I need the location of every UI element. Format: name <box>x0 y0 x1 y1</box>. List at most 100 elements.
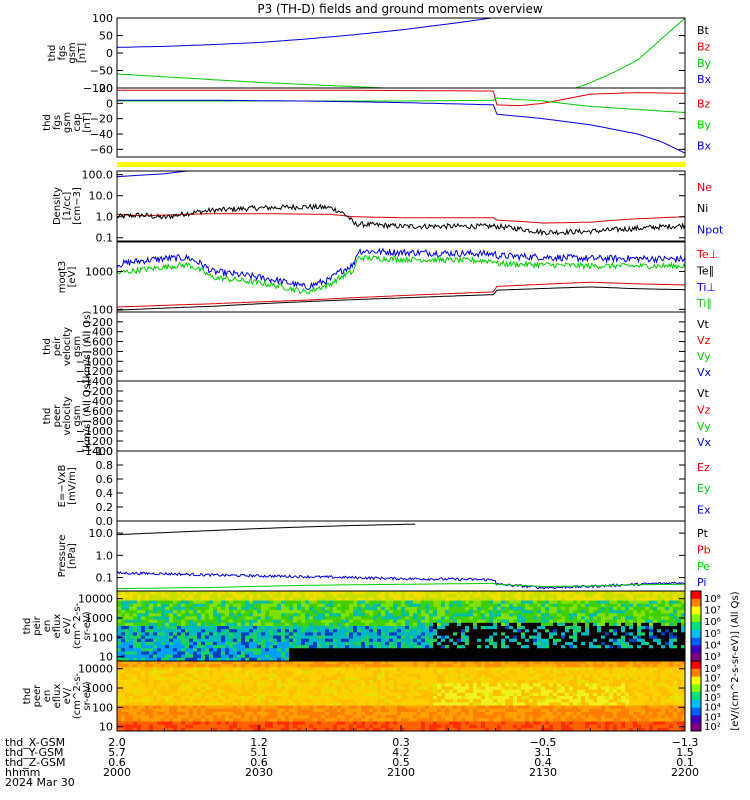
heatmap-cell <box>477 635 482 640</box>
heatmap-cell <box>261 613 266 618</box>
y-tick-label: 10.0 <box>89 527 114 540</box>
heatmap-cell <box>629 654 634 659</box>
heatmap-cell <box>469 645 474 649</box>
heatmap-cell <box>117 651 122 656</box>
heatmap-cell <box>225 657 230 661</box>
heatmap-cell <box>261 603 266 608</box>
heatmap-cell <box>233 648 238 653</box>
heatmap-cell <box>305 715 310 719</box>
heatmap-cell <box>145 699 150 703</box>
y-tick-label: 0.1 <box>96 232 114 245</box>
heatmap-cell <box>473 610 478 614</box>
heatmap-cell <box>441 600 446 605</box>
heatmap-cell <box>309 654 314 659</box>
heatmap-cell <box>381 594 386 598</box>
heatmap-cell <box>349 641 354 646</box>
y-axis-label: thd <box>42 408 53 425</box>
heatmap-cell <box>241 711 246 716</box>
heatmap-cell <box>161 718 166 723</box>
heatmap-cell <box>269 689 274 694</box>
heatmap-cell <box>137 603 142 608</box>
heatmap-cell <box>641 648 646 653</box>
heatmap-cell <box>625 591 630 595</box>
heatmap-cell <box>165 629 170 633</box>
heatmap-cell <box>149 683 154 688</box>
heatmap-cell <box>457 638 462 643</box>
heatmap-cell <box>345 683 350 688</box>
heatmap-cells <box>117 591 685 661</box>
y-tick-label: −50 <box>90 65 113 78</box>
heatmap-cell <box>285 654 290 659</box>
heatmap-cell <box>161 711 166 716</box>
heatmap-cell <box>133 619 138 624</box>
heatmap-cell <box>277 648 282 653</box>
heatmap-cell <box>345 635 350 640</box>
heatmap-cell <box>565 657 570 661</box>
heatmap-cell <box>313 638 318 643</box>
heatmap-cell <box>193 641 198 646</box>
heatmap-cell <box>353 664 358 668</box>
heatmap-cell <box>565 616 570 621</box>
heatmap-cell <box>609 641 614 646</box>
heatmap-cell <box>657 610 662 614</box>
heatmap-cell <box>669 645 674 649</box>
heatmap-cell <box>665 591 670 595</box>
heatmap-cell <box>681 619 685 624</box>
heatmap-cell <box>361 689 366 694</box>
heatmap-cell <box>565 603 570 608</box>
heatmap-cell <box>553 619 558 624</box>
heatmap-cell <box>137 727 142 731</box>
heatmap-cell <box>641 619 646 624</box>
heatmap-cell <box>501 632 506 637</box>
heatmap-cell <box>137 711 142 716</box>
heatmap-cell <box>377 622 382 627</box>
heatmap-cell <box>345 629 350 633</box>
heatmap-cell <box>561 622 566 627</box>
heatmap-cell <box>269 705 274 710</box>
heatmap-cell <box>181 715 186 719</box>
heatmap-cell <box>341 641 346 646</box>
heatmap-cell <box>645 641 650 646</box>
heatmap-cell <box>649 651 654 656</box>
heatmap-cell <box>329 603 334 608</box>
heatmap-cell <box>197 632 202 637</box>
heatmap-cell <box>341 654 346 659</box>
heatmap-cell <box>553 648 558 653</box>
heatmap-cell <box>385 622 390 627</box>
heatmap-cell <box>561 651 566 656</box>
heatmap-cell <box>505 619 510 624</box>
heatmap-cell <box>573 610 578 614</box>
heatmap-cell <box>553 641 558 646</box>
heatmap-cell <box>253 654 258 659</box>
heatmap-cell <box>349 683 354 688</box>
heatmap-cell <box>293 603 298 608</box>
heatmap-cell <box>653 626 658 630</box>
heatmap-cell <box>249 651 254 656</box>
heatmap-cell <box>337 626 342 630</box>
heatmap-cell <box>225 606 230 611</box>
heatmap-cell <box>241 699 246 703</box>
heatmap-cell <box>373 705 378 710</box>
heatmap-cell <box>237 670 242 675</box>
heatmap-cell <box>297 603 302 608</box>
heatmap-cell <box>161 670 166 675</box>
heatmap-cell <box>253 686 258 691</box>
heatmap-cell <box>209 613 214 618</box>
heatmap-cell <box>477 657 482 661</box>
heatmap-cell <box>517 597 522 602</box>
heatmap-cell <box>305 648 310 653</box>
heatmap-cell <box>133 600 138 605</box>
heatmap-cell <box>557 641 562 646</box>
heatmap-cell <box>281 661 286 665</box>
heatmap-cell <box>321 622 326 627</box>
heatmap-cell <box>133 721 138 726</box>
heatmap-cell <box>121 632 126 637</box>
heatmap-cell <box>369 629 374 633</box>
heatmap-cell <box>601 597 606 602</box>
heatmap-cell <box>401 661 406 665</box>
heatmap-cell <box>325 626 330 630</box>
heatmap-cell <box>369 661 374 665</box>
heatmap-cell <box>401 603 406 608</box>
